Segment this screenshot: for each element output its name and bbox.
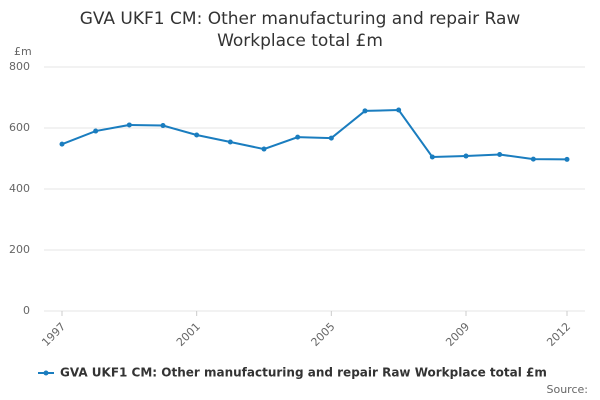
point	[362, 108, 368, 114]
point	[396, 107, 402, 113]
point	[463, 153, 469, 159]
point	[194, 132, 200, 138]
point	[126, 122, 132, 128]
x-tick-label: 2001	[174, 320, 203, 349]
y-tick-label: 800	[9, 60, 30, 73]
y-tick-label: 200	[9, 243, 30, 256]
x-tick-label: 2012	[544, 320, 573, 349]
point	[227, 139, 233, 145]
source: Source:	[547, 383, 589, 396]
y-tick-label: 0	[23, 304, 30, 317]
y-tick-label: 600	[9, 121, 30, 134]
point	[93, 128, 99, 134]
point	[429, 154, 435, 160]
point	[530, 156, 536, 162]
point	[497, 152, 503, 158]
point	[59, 141, 65, 147]
legend-label: GVA UKF1 CM: Other manufacturing and rep…	[60, 366, 547, 380]
x-tick-label: 2005	[309, 320, 338, 349]
x-tick-label: 2009	[443, 320, 472, 349]
point	[328, 135, 334, 141]
y-tick-label: 400	[9, 182, 30, 195]
point	[564, 156, 570, 162]
point	[295, 134, 301, 140]
x-tick-label: 1997	[39, 320, 68, 349]
point	[160, 123, 166, 129]
chart-title: GVA UKF1 CM: Other manufacturing and rep…	[79, 9, 521, 51]
point	[261, 146, 267, 152]
legend-swatch-dot	[43, 370, 49, 376]
series-line	[61, 108, 568, 161]
y-unit: £m	[14, 45, 32, 58]
